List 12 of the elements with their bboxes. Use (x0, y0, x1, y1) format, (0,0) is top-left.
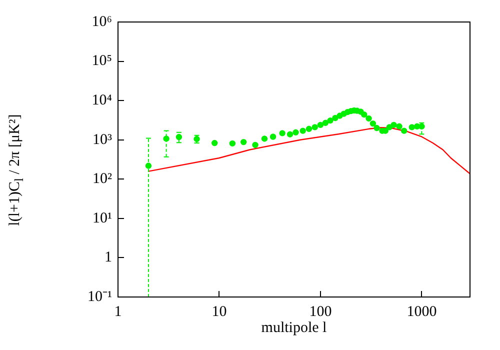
y-tick-label: 10⁴ (92, 92, 112, 109)
y-tick-label: 10⁻¹ (88, 288, 112, 305)
y-tick-label: 10³ (92, 132, 112, 148)
x-axis-title: multipole l (260, 320, 328, 337)
x-tick-label: 1000 (406, 304, 437, 320)
y-tick-label: 10² (92, 171, 112, 188)
x-tick-label: 100 (309, 304, 332, 320)
y-tick-label: 10⁵ (92, 53, 112, 70)
y-tick-label: 10⁶ (92, 14, 112, 30)
y-tick-label: 10¹ (92, 210, 112, 226)
y-tick-label: 1 (104, 250, 112, 266)
x-tick-label: 10 (212, 304, 227, 320)
